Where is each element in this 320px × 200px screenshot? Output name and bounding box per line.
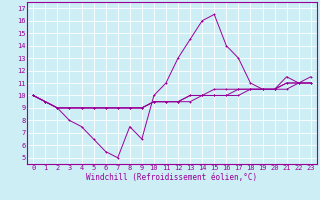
- X-axis label: Windchill (Refroidissement éolien,°C): Windchill (Refroidissement éolien,°C): [86, 173, 258, 182]
